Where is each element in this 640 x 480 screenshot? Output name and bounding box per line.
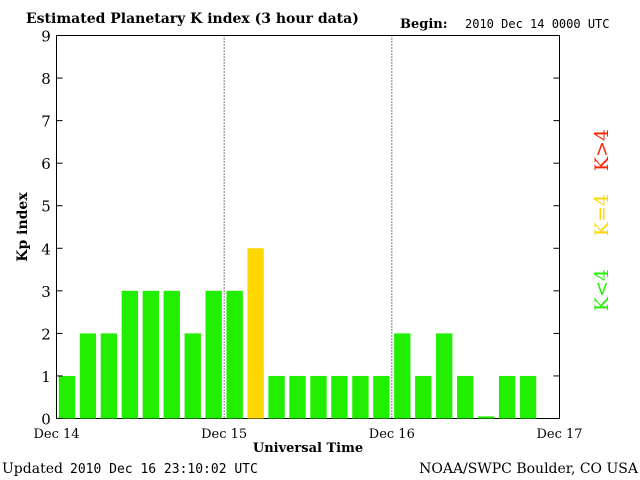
x-axis: Dec 14 Dec 15 Dec 16 Dec 17 [33,427,582,442]
y-tick-label: 0 [41,411,51,429]
y-tick-label: 2 [41,325,51,343]
x-tick-label: Dec 16 [369,427,415,442]
x-tick-label: Dec 14 [33,427,79,442]
y-tick-label: 5 [41,198,51,216]
kp-bar [457,375,474,419]
kp-bar [247,248,264,419]
kp-bar [331,375,348,419]
bars [58,248,537,419]
y-tick-label: 6 [41,155,51,173]
y-tick-label: 4 [41,240,51,258]
y-tick-label: 8 [41,70,51,88]
day-separators [223,35,393,419]
y-tick-label: 9 [41,28,51,46]
legend-k-equal-4: K=4 [591,194,613,236]
x-tick-label: Dec 17 [536,427,582,442]
plot-frame [56,35,560,419]
kp-bar [519,375,537,419]
kp-bar [436,333,453,419]
chart-title: Estimated Planetary K index (3 hour data… [26,11,359,27]
updated-value: 2010 Dec 16 23:10:02 UTC [70,462,258,477]
source-credit: NOAA/SWPC Boulder, CO USA [419,461,639,477]
y-axis-label: Kp index [15,192,31,262]
begin-value: 2010 Dec 14 0000 UTC [465,17,610,31]
legend-k-less-4: K<4 [591,269,613,311]
kp-bar [79,333,97,419]
kp-bar [205,290,222,419]
kp-bar [58,375,76,419]
kp-bar [289,375,306,419]
begin-label: Begin: [400,17,448,32]
kp-bar [226,290,243,419]
kp-bar [310,375,327,419]
kp-bar [394,333,411,419]
y-axis: 0 1 2 3 4 5 6 7 8 9 [41,28,560,429]
kp-bar [121,290,139,419]
kp-bar [415,375,432,419]
x-tick-label: Dec 15 [201,427,247,442]
updated-label: Updated [2,461,63,477]
kp-bar [352,375,369,419]
kp-bar [100,333,118,419]
kp-bar [268,375,285,419]
kp-bar [163,290,180,419]
kp-bar [477,416,495,419]
legend-k-greater-4: K>4 [591,129,613,171]
kp-bar [373,375,390,419]
kp-bar [498,375,516,419]
kp-bar [184,333,201,419]
y-tick-label: 7 [41,113,51,131]
kp-bar [142,290,159,419]
y-tick-label: 3 [41,283,51,301]
x-axis-label: Universal Time [253,441,363,456]
y-tick-label: 1 [41,368,51,386]
